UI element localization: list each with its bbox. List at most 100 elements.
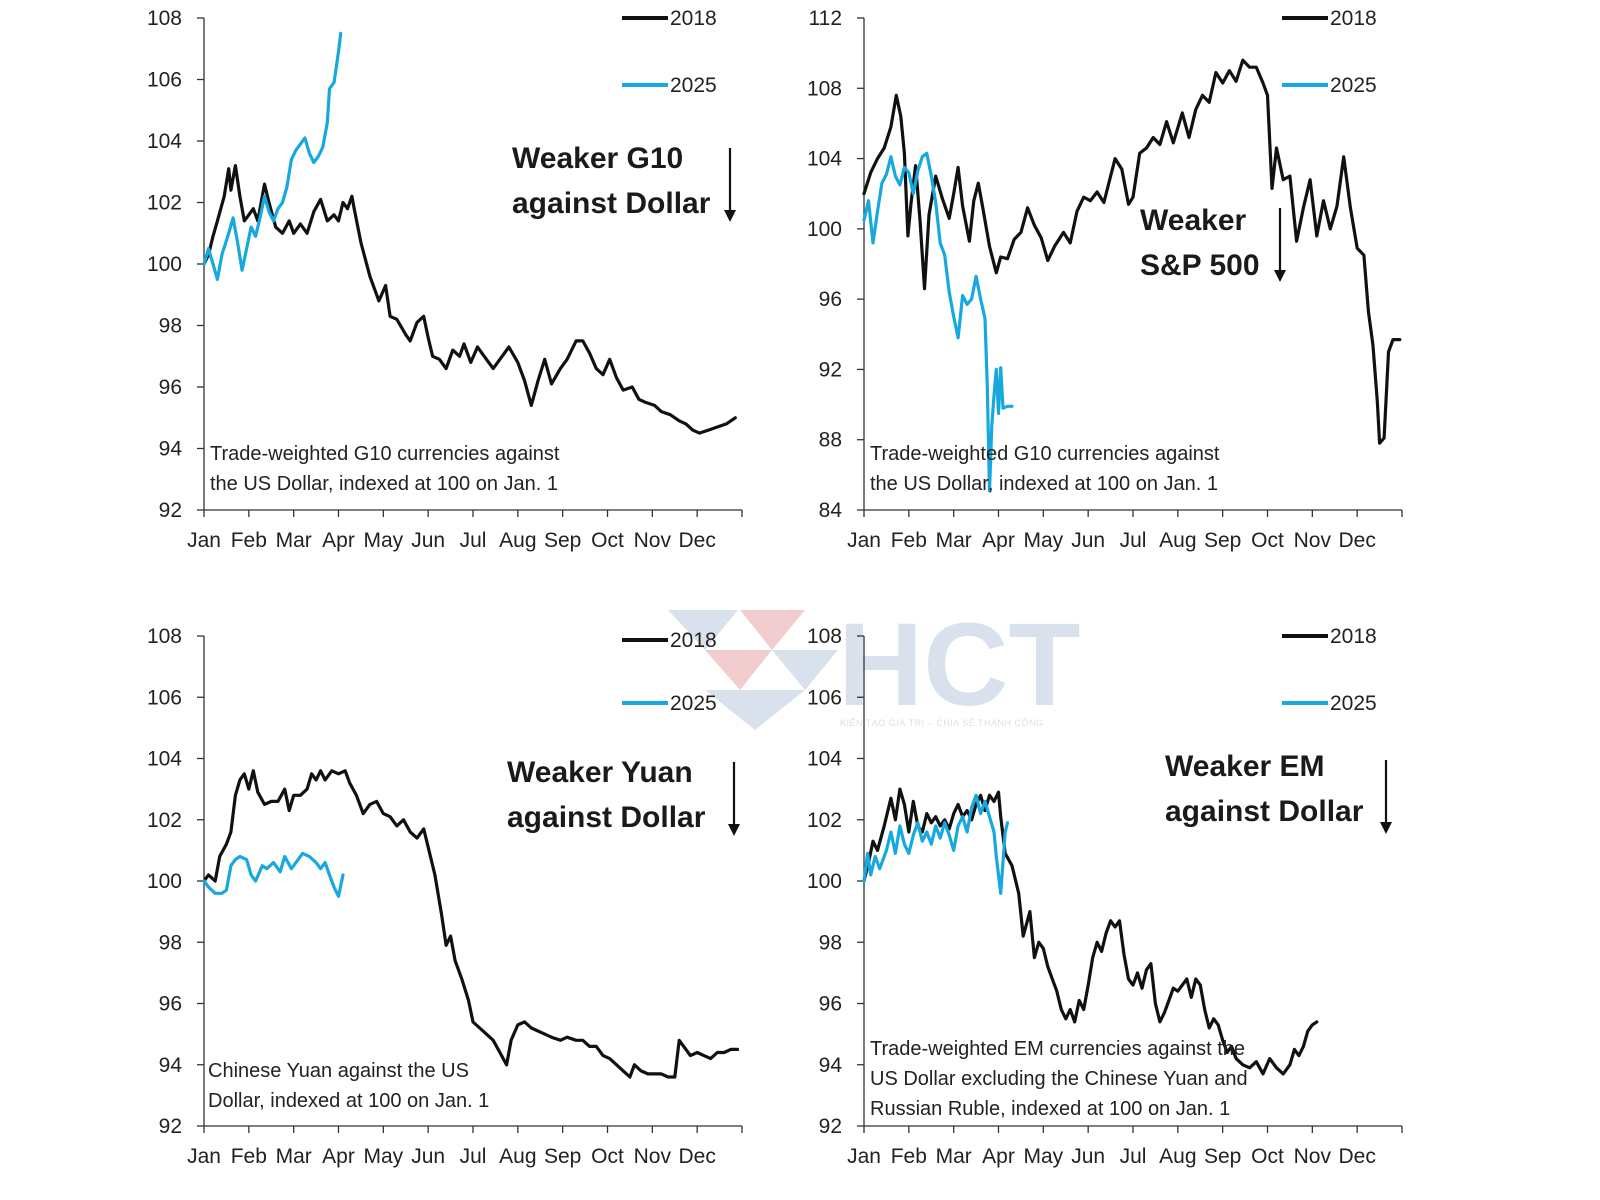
x-tick-label: Feb [231,1145,267,1168]
series-line-2025 [202,31,343,281]
x-tick-label: Apr [982,529,1015,552]
y-tick-label: 94 [159,438,183,461]
callout-text: against Dollar [1165,795,1364,828]
x-tick-label: Mar [276,529,312,552]
x-tick-label: Sep [544,529,581,552]
watermark-logo-shape [772,650,838,690]
series-line-2025 [862,151,1014,493]
callout-arrow-head [728,824,740,836]
x-tick-label: May [363,1145,403,1168]
series-line-2018 [862,58,1402,445]
watermark-logo-shape [705,690,805,730]
x-tick-label: Oct [591,1145,624,1168]
x-tick-label: Feb [231,529,267,552]
x-tick-label: May [1023,1145,1063,1168]
watermark-logo-shape [705,650,772,690]
x-tick-label: May [1023,529,1063,552]
x-tick-label: Dec [678,1145,715,1168]
y-tick-label: 100 [147,253,182,276]
x-tick-label: Mar [936,1145,972,1168]
x-tick-label: Aug [499,529,536,552]
y-tick-label: 100 [807,218,842,241]
watermark-logo-shape [740,610,805,650]
chart-note: Trade-weighted G10 currencies against [870,443,1220,465]
y-tick-label: 96 [159,993,182,1016]
y-tick-label: 96 [819,993,842,1016]
y-tick-label: 104 [147,130,182,153]
watermark-logo-text: HCT [838,599,1081,731]
x-tick-label: Dec [1338,1145,1375,1168]
y-tick-label: 96 [819,288,842,311]
series-line-2018 [202,164,737,435]
series-line-2018 [862,787,1319,1076]
legend-label-2025: 2025 [670,692,717,715]
y-tick-label: 88 [819,429,842,452]
watermark-logo-shape [668,610,738,650]
chart-em: 92 94 96 98 100 102 104 106 108 Jan Feb Mar Apr May Ju… [807,625,1403,1168]
y-tick-label: 102 [147,192,182,215]
x-tick-label: Jun [411,1145,445,1168]
y-tick-label: 92 [819,358,842,381]
legend-label-2018: 2018 [670,629,717,652]
y-tick-label: 100 [147,870,182,893]
y-tick-label: 92 [159,499,182,522]
x-tick-label: Jul [460,1145,487,1168]
y-tick-label: 108 [807,77,842,100]
y-tick-label: 96 [159,376,182,399]
chart-sp500: 84 88 92 96 100 104 108 112 Jan Feb Mar Apr May Jun Ju… [807,7,1403,552]
x-tick-label: Nov [1294,529,1332,552]
y-tick-label: 94 [159,1054,183,1077]
y-tick-label: 104 [807,748,842,771]
callout-arrow-head [1274,270,1286,282]
legend-label-2025: 2025 [1330,692,1377,715]
callout-text: S&P 500 [1140,249,1260,282]
x-tick-label: Sep [544,1145,581,1168]
chart-note: US Dollar excluding the Chinese Yuan and [870,1068,1248,1090]
chart-note: the US Dollar, indexed at 100 on Jan. 1 [870,473,1218,495]
y-tick-label: 102 [147,809,182,832]
series-line-2025 [862,793,1010,895]
x-tick-label: Jan [847,1145,881,1168]
y-tick-label: 104 [807,148,842,171]
x-tick-label: Dec [678,529,715,552]
x-tick-label: Nov [1294,1145,1332,1168]
x-tick-label: Sep [1204,1145,1241,1168]
x-tick-label: Dec [1338,529,1375,552]
x-tick-label: Oct [1251,529,1284,552]
y-tick-label: 106 [147,686,182,709]
y-tick-label: 98 [819,931,842,954]
x-tick-label: Apr [322,529,355,552]
callout-text: against Dollar [507,801,706,834]
legend-label-2025: 2025 [670,74,717,97]
callout-arrow-head [724,210,736,222]
x-tick-label: May [363,529,403,552]
y-tick-label: 102 [807,809,842,832]
y-tick-label: 98 [159,931,182,954]
y-tick-label: 84 [819,499,843,522]
x-tick-label: Oct [591,529,624,552]
watermark-tagline: KIẾN TẠO GIÁ TRỊ – CHIA SẺ THÀNH CÔNG [840,717,1044,728]
x-tick-label: Jun [1071,1145,1105,1168]
y-tick-label: 112 [809,7,842,30]
x-tick-label: Nov [634,529,672,552]
x-tick-label: Jul [460,529,487,552]
y-tick-label: 108 [147,625,182,648]
chart-note: the US Dollar, indexed at 100 on Jan. 1 [210,473,558,495]
legend-label-2018: 2018 [1330,625,1377,648]
chart-note: Russian Ruble, indexed at 100 on Jan. 1 [870,1098,1230,1120]
x-tick-label: Nov [634,1145,672,1168]
x-tick-label: Apr [982,1145,1015,1168]
y-tick-label: 106 [147,69,182,92]
y-tick-label: 106 [807,686,842,709]
chart-note: Chinese Yuan against the US [208,1060,469,1082]
y-tick-label: 104 [147,748,182,771]
x-tick-label: Mar [936,529,972,552]
legend-label-2025: 2025 [1330,74,1377,97]
y-tick-label: 92 [159,1115,182,1138]
chart-g10: 92 94 96 98 100 102 104 106 108 Jan Feb Mar Apr May Ju… [147,7,743,552]
series-line-2018 [202,769,740,1079]
series-line-2025 [202,851,345,898]
